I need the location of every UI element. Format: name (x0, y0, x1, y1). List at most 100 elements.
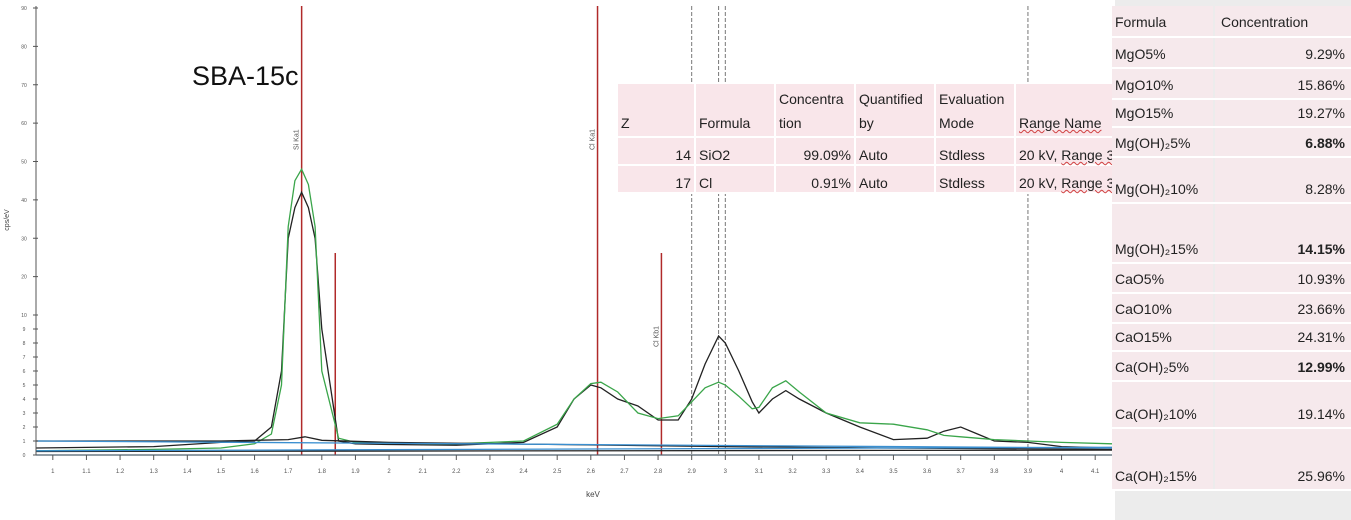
x-tick-label-2: 1.2 (116, 469, 125, 475)
series-4 (35, 440, 1113, 449)
conc-value: 9.29% (1215, 38, 1351, 67)
spectrum-chart: 0 1 2 3 4 5 6 7 8 9 10 20 30 40 50 60 70 80 90 1 1.1 1.2 1.3 1… (0, 0, 1115, 520)
quant-cell: 20 kV, Range 3 (1015, 137, 1120, 166)
y-tick-label-3: 3 (23, 411, 26, 417)
peak-label-2: Cl Kb1 (653, 326, 660, 347)
x-tick-label-9: 1.9 (351, 469, 360, 475)
conc-value: 15.86% (1215, 69, 1351, 98)
conc-value: 12.99% (1215, 352, 1351, 380)
conc-formula: Mg(OH)₂15% (1112, 204, 1213, 262)
quant-row: 14 SiO2 99.09% Auto Stdless 20 kV, Range 3 (618, 137, 1120, 166)
conc-formula: CaO10% (1112, 294, 1213, 322)
conc-value: 10.93% (1215, 264, 1351, 292)
quant-cell: Cl (695, 165, 776, 194)
x-tick-label-25: 3.5 (889, 469, 898, 475)
conc-formula: MgO15% (1112, 100, 1213, 126)
conc-formula: CaO15% (1112, 324, 1213, 350)
y-tick-label-4: 4 (23, 397, 26, 403)
x-tick-label-30: 4 (1060, 469, 1064, 475)
quant-cell: 0.91% (775, 165, 856, 194)
x-tick-label-5: 1.5 (217, 469, 226, 475)
conc-value: 8.28% (1215, 158, 1351, 202)
y-tick-label-10: 10 (21, 313, 27, 319)
y-tick-label-12: 30 (21, 236, 27, 242)
x-tick-label-11: 2.1 (419, 469, 428, 475)
x-tick-label-26: 3.6 (923, 469, 932, 475)
y-tick-label-11: 20 (21, 275, 27, 281)
quant-header-1: Formula (695, 84, 776, 138)
quant-header-5: Range Name (1015, 84, 1120, 138)
x-tick-label-4: 1.4 (183, 469, 192, 475)
y-tick-label-9: 9 (23, 327, 26, 333)
y-tick-label-0: 0 (23, 453, 26, 459)
quant-cell: 14 (618, 137, 696, 166)
quant-header-0: Z (618, 84, 696, 138)
conc-row: Ca(OH)₂5% 12.99% (1112, 352, 1351, 382)
quant-header-2: Concentra tion (775, 84, 856, 138)
y-tick-label-16: 70 (21, 83, 27, 89)
series-1 (35, 167, 1113, 452)
y-tick-label-6: 6 (23, 369, 26, 375)
x-tick-label-1: 1.1 (82, 469, 91, 475)
quant-cell: Auto (855, 137, 936, 166)
x-tick-label-15: 2.5 (553, 469, 562, 475)
x-tick-label-22: 3.2 (788, 469, 797, 475)
peak-label-0: Si Ka1 (294, 129, 301, 150)
conc-formula: Ca(OH)₂15% (1112, 429, 1213, 489)
peak-label-1: Cl Ka1 (590, 129, 597, 150)
x-axis-label: keV (586, 490, 600, 499)
conc-row: Ca(OH)₂15% 25.96% (1112, 429, 1351, 491)
x-tick-label-10: 2 (387, 469, 391, 475)
quant-cell: Stdless (935, 165, 1016, 194)
conc-formula: Ca(OH)₂5% (1112, 352, 1213, 380)
quant-header-row: Z Formula Concentra tion Quantified by Evaluat… (618, 84, 1120, 138)
conc-row: MgO10% 15.86% (1112, 69, 1351, 100)
conc-row: CaO10% 23.66% (1112, 294, 1351, 324)
conc-value: 23.66% (1215, 294, 1351, 322)
conc-value: 14.15% (1215, 204, 1351, 262)
conc-header-0: Formula (1112, 6, 1213, 36)
conc-value: 25.96% (1215, 429, 1351, 489)
quant-header-4: Evaluation Mode (935, 84, 1016, 138)
x-tick-label-20: 3 (724, 469, 728, 475)
x-tick-label-18: 2.8 (654, 469, 663, 475)
conc-formula: Mg(OH)₂10% (1112, 158, 1213, 202)
series-3 (35, 449, 1113, 453)
x-tick-label-28: 3.8 (990, 469, 999, 475)
quant-cell: Auto (855, 165, 936, 194)
y-tick-label-18: 90 (21, 6, 27, 12)
conc-value: 24.31% (1215, 324, 1351, 350)
x-tick-label-16: 2.6 (587, 469, 596, 475)
series-0 (35, 190, 1113, 449)
quant-cell: 99.09% (775, 137, 856, 166)
series-2 (36, 436, 1113, 451)
quantification-table: Z Formula Concentra tion Quantified by Evaluat… (618, 84, 1120, 194)
conc-row: MgO15% 19.27% (1112, 100, 1351, 128)
y-tick-label-13: 40 (21, 198, 27, 204)
conc-formula: CaO5% (1112, 264, 1213, 292)
conc-row: MgO5% 9.29% (1112, 38, 1351, 69)
x-tick-label-0: 1 (51, 469, 55, 475)
y-tick-label-5: 5 (23, 383, 26, 389)
conc-formula: MgO5% (1112, 38, 1213, 67)
chart-title: SBA-15c (192, 61, 299, 91)
conc-row: Mg(OH)₂10% 8.28% (1112, 158, 1351, 204)
y-tick-label-17: 80 (21, 44, 27, 50)
conc-row: CaO15% 24.31% (1112, 324, 1351, 352)
conc-value: 19.14% (1215, 382, 1351, 427)
y-tick-label-8: 8 (23, 341, 26, 347)
x-tick-label-21: 3.1 (755, 469, 764, 475)
x-tick-label-14: 2.4 (519, 469, 528, 475)
x-tick-label-24: 3.4 (856, 469, 865, 475)
x-tick-label-8: 1.8 (318, 469, 327, 475)
y-tick-label-15: 60 (21, 121, 27, 127)
x-tick-label-27: 3.7 (957, 469, 966, 475)
series-5 (35, 446, 1113, 452)
x-tick-label-17: 2.7 (620, 469, 629, 475)
quant-cell: Stdless (935, 137, 1016, 166)
x-tick-label-7: 1.7 (284, 469, 293, 475)
conc-row: CaO5% 10.93% (1112, 264, 1351, 294)
conc-formula: Ca(OH)₂10% (1112, 382, 1213, 427)
conc-row: Mg(OH)₂15% 14.15% (1112, 204, 1351, 264)
concentration-table: Formula Concentration MgO5% 9.29% MgO10% 15.8… (1112, 6, 1351, 491)
